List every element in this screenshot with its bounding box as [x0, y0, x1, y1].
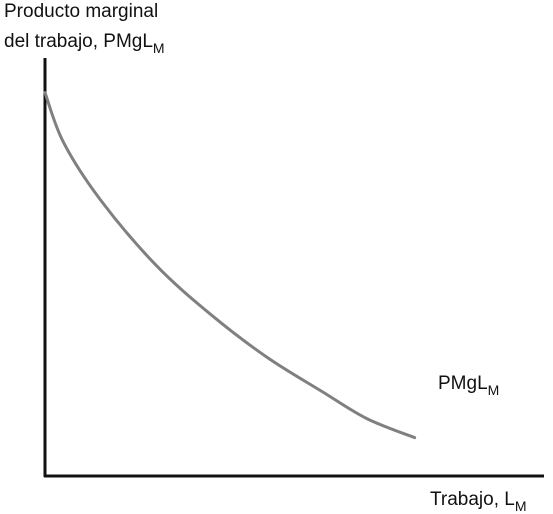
plot-area — [43, 91, 417, 440]
series-label: PMgLM — [438, 373, 499, 398]
series-line-0 — [43, 91, 417, 440]
y-axis-label-subscript: M — [153, 40, 165, 56]
x-axis-label-main: Trabajo, L — [430, 489, 515, 510]
y-axis-label-line2: del trabajo, PMgLM — [4, 31, 165, 56]
x-axis-label: Trabajo, LM — [430, 489, 527, 514]
series-label-subscript: M — [488, 382, 500, 398]
y-axis-label-line1: Producto marginal — [4, 1, 158, 22]
x-axis-label-subscript: M — [515, 498, 527, 514]
series-label-main: PMgL — [438, 373, 488, 394]
y-axis-label-main: del trabajo, PMgL — [4, 31, 153, 52]
